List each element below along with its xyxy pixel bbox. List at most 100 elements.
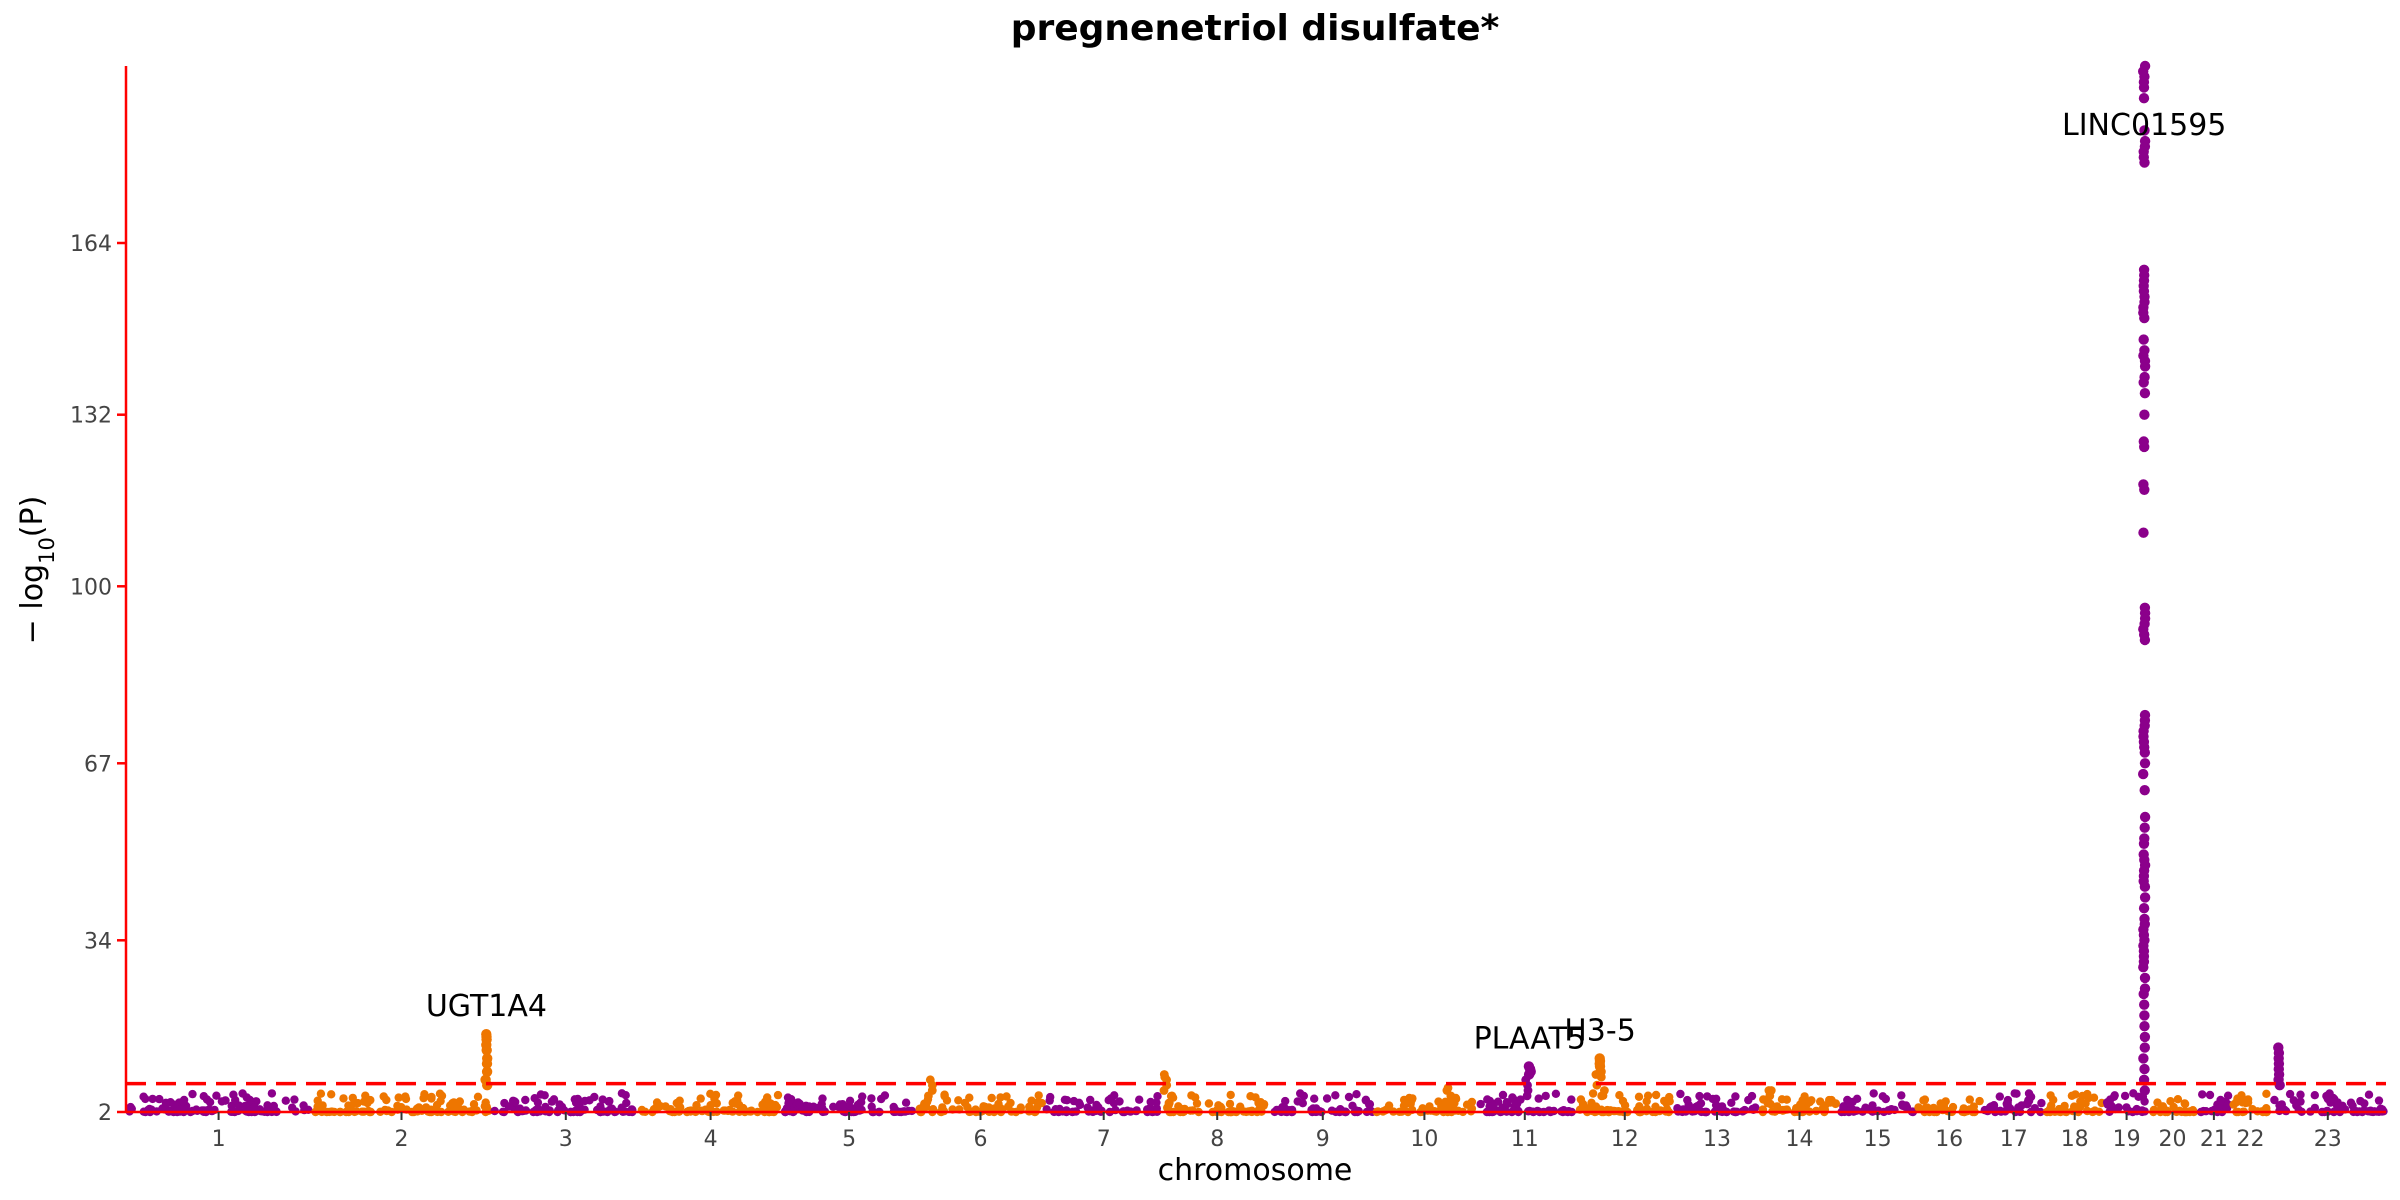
peak-snp-point	[2139, 1085, 2150, 1096]
peak-snp-point	[481, 1029, 492, 1040]
x-tick-label: 21	[2200, 1127, 2228, 1152]
peak-snp-point	[2139, 999, 2150, 1010]
snp-point	[2237, 1091, 2246, 1100]
peak-snp-point	[2139, 892, 2151, 903]
snp-point	[925, 1075, 935, 1085]
snp-point	[2123, 1106, 2133, 1115]
snp-point	[771, 1100, 780, 1110]
x-tick-label: 6	[974, 1127, 988, 1152]
snp-point	[1192, 1099, 1202, 1108]
snp-point	[382, 1095, 391, 1105]
snp-point	[2134, 1092, 2143, 1102]
snp-point	[1443, 1103, 1452, 1113]
snp-point	[436, 1096, 445, 1106]
snp-point	[316, 1089, 326, 1098]
snp-point	[2277, 1100, 2286, 1109]
peak-snp-point	[1594, 1053, 1605, 1064]
snp-point	[511, 1097, 520, 1107]
snp-point	[1106, 1094, 1116, 1103]
peak-snp-point	[2139, 345, 2150, 356]
chart-title: pregnenetriol disulfate*	[1011, 8, 1500, 49]
peak-snp-point	[2138, 1053, 2149, 1064]
snp-point	[1214, 1101, 1223, 1110]
peak-snp-point	[1523, 1061, 1535, 1072]
snp-point	[2166, 1097, 2175, 1106]
peak-snp-point	[2139, 602, 2151, 613]
snp-point	[2010, 1089, 2019, 1098]
y-axis-title-suffix: (P)	[15, 496, 50, 538]
snp-point	[1868, 1101, 1877, 1110]
snp-point	[179, 1097, 188, 1106]
snp-point	[250, 1103, 259, 1112]
x-tick-label: 11	[1511, 1127, 1539, 1152]
snp-point	[1901, 1101, 1911, 1110]
snp-point	[817, 1099, 826, 1109]
snp-point	[1165, 1098, 1174, 1108]
snp-point	[1513, 1099, 1522, 1108]
snp-point	[1426, 1106, 1436, 1115]
snp-point	[954, 1096, 963, 1105]
snp-point	[1576, 1095, 1586, 1104]
snp-point	[1086, 1095, 1095, 1105]
snp-point	[1075, 1100, 1085, 1110]
snp-point	[855, 1106, 864, 1115]
snp-point	[1281, 1096, 1290, 1106]
snp-point	[617, 1089, 627, 1098]
snp-points	[125, 60, 2388, 1117]
peak-snp-point	[2139, 758, 2151, 769]
snp-point	[1451, 1106, 1460, 1115]
snp-point	[1919, 1096, 1928, 1105]
x-tick-label: 17	[2000, 1127, 2028, 1152]
snp-point	[987, 1093, 996, 1103]
snp-point	[1034, 1091, 1043, 1100]
snp-point	[1683, 1095, 1692, 1105]
peak-snp-point	[2138, 436, 2149, 447]
snp-point	[1731, 1092, 1740, 1101]
x-tick-label: 10	[1410, 1127, 1438, 1152]
snp-point	[940, 1091, 949, 1101]
snp-point	[2158, 1102, 2168, 1111]
snp-point	[267, 1089, 277, 1098]
snp-point	[1331, 1091, 1340, 1100]
snp-point	[1365, 1100, 1375, 1109]
snp-point	[536, 1090, 546, 1099]
snp-point	[1280, 1103, 1289, 1112]
snp-point	[212, 1091, 221, 1100]
snp-point	[1846, 1098, 1855, 1107]
snp-point	[2140, 1097, 2149, 1106]
snp-point	[1327, 1106, 1337, 1115]
snp-point	[427, 1092, 436, 1102]
x-tick-label: 19	[2113, 1127, 2141, 1152]
snp-point	[141, 1094, 150, 1104]
snp-point	[339, 1094, 348, 1103]
snp-point	[2223, 1091, 2233, 1100]
snp-point	[773, 1090, 783, 1100]
snp-point	[1016, 1103, 1025, 1112]
peak-snp-point	[2139, 60, 2151, 72]
y-axis-title: − log10(P)	[15, 496, 59, 645]
x-tick-label: 8	[1210, 1127, 1224, 1152]
peak-snp-point	[2138, 479, 2149, 490]
snp-point	[2296, 1097, 2305, 1106]
y-tick-label: 164	[70, 232, 112, 257]
gene-label: UGT1A4	[426, 989, 547, 1024]
peak-snp-point	[2138, 264, 2150, 275]
snp-point	[383, 1106, 393, 1115]
snp-point	[428, 1106, 438, 1115]
peak-snp-point	[2139, 811, 2151, 823]
snp-point	[731, 1099, 741, 1108]
peak-snp-point	[2139, 1020, 2150, 1032]
snp-point	[148, 1094, 157, 1104]
snp-point	[2216, 1095, 2225, 1105]
gene-label: PLAAT5	[1474, 1021, 1586, 1056]
peak-snp-point	[2138, 903, 2150, 914]
snp-point	[473, 1092, 483, 1102]
snp-point	[2262, 1089, 2271, 1099]
snp-point	[2310, 1091, 2319, 1100]
snp-point	[738, 1103, 748, 1113]
snp-point	[2076, 1097, 2085, 1106]
x-tick-label: 9	[1316, 1127, 1330, 1152]
x-axis-title: chromosome	[1158, 1153, 1353, 1188]
snp-point	[1159, 1070, 1169, 1079]
